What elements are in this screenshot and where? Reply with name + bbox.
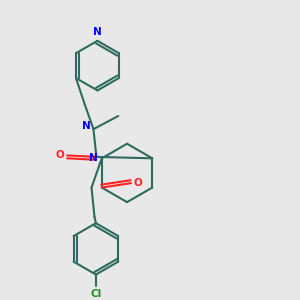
Text: N: N: [93, 27, 102, 37]
Text: Cl: Cl: [90, 290, 101, 299]
Text: O: O: [56, 150, 64, 161]
Text: N: N: [82, 121, 91, 131]
Text: O: O: [134, 178, 142, 188]
Text: N: N: [89, 153, 98, 163]
